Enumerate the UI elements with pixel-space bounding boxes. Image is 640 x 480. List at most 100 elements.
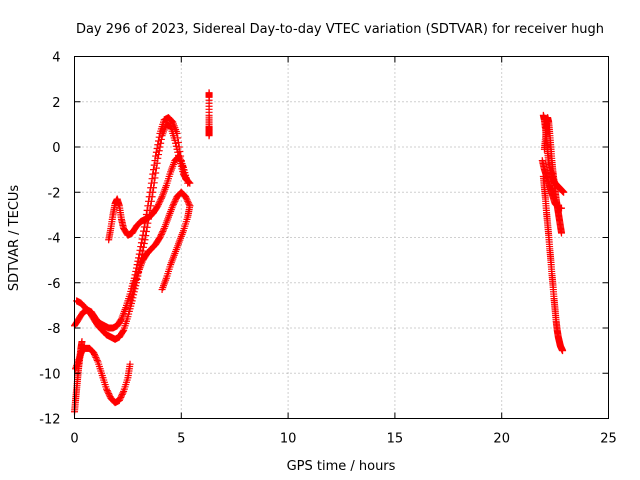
data-point bbox=[142, 227, 150, 235]
data-point bbox=[151, 174, 159, 182]
x-tick-label: 0 bbox=[70, 432, 78, 447]
y-tick-label: -4 bbox=[48, 232, 61, 247]
data-point bbox=[157, 135, 165, 143]
data-point bbox=[130, 284, 138, 292]
data-point bbox=[127, 293, 135, 301]
data-point bbox=[183, 196, 191, 204]
data-point bbox=[148, 193, 156, 201]
data-point bbox=[93, 356, 101, 364]
data-point bbox=[78, 338, 86, 346]
data-point bbox=[116, 395, 124, 403]
data-point bbox=[157, 230, 165, 238]
data-point bbox=[560, 188, 568, 196]
data-point bbox=[117, 393, 125, 401]
data-points bbox=[71, 89, 568, 416]
y-tick-label: 4 bbox=[52, 51, 60, 66]
data-point bbox=[127, 296, 135, 304]
data-point bbox=[160, 226, 167, 234]
data-point bbox=[139, 247, 147, 255]
data-point bbox=[155, 151, 163, 159]
data-point bbox=[184, 179, 192, 187]
data-point bbox=[157, 194, 165, 202]
data-point bbox=[158, 229, 166, 237]
y-tick-label: -2 bbox=[48, 186, 61, 201]
data-point bbox=[119, 389, 127, 397]
data-point bbox=[118, 390, 126, 398]
data-point bbox=[172, 142, 180, 150]
y-tick-label: 0 bbox=[52, 141, 60, 156]
grid-lines bbox=[74, 56, 609, 419]
data-point bbox=[117, 316, 125, 324]
data-point bbox=[140, 240, 148, 248]
data-point bbox=[559, 347, 567, 355]
data-point bbox=[150, 179, 158, 187]
y-tick-label: 2 bbox=[52, 96, 60, 111]
data-point bbox=[92, 353, 100, 361]
data-point bbox=[182, 193, 190, 201]
data-point bbox=[155, 200, 163, 208]
data-point bbox=[558, 204, 566, 212]
data-point bbox=[205, 132, 213, 140]
y-tick-label: -6 bbox=[48, 277, 61, 292]
data-point bbox=[172, 196, 180, 204]
data-point bbox=[103, 385, 111, 393]
data-point bbox=[126, 299, 134, 307]
data-point bbox=[156, 197, 164, 205]
x-axis-title: GPS time / hours bbox=[287, 459, 396, 474]
data-point bbox=[104, 388, 112, 396]
data-point bbox=[129, 287, 137, 295]
data-point bbox=[105, 390, 113, 398]
data-point bbox=[147, 197, 155, 205]
data-point bbox=[156, 234, 164, 241]
data-point bbox=[157, 139, 165, 147]
data-point bbox=[184, 197, 192, 205]
data-point bbox=[105, 391, 113, 399]
data-point bbox=[152, 169, 160, 177]
x-tick-label: 20 bbox=[493, 432, 510, 447]
data-point bbox=[558, 229, 566, 237]
y-axis-title: SDTVAR / TECUs bbox=[7, 185, 22, 292]
data-point bbox=[172, 139, 180, 147]
data-point bbox=[115, 396, 123, 404]
data-point bbox=[169, 200, 177, 208]
data-point bbox=[93, 355, 101, 363]
x-tick-label: 15 bbox=[387, 432, 404, 447]
data-point bbox=[119, 327, 127, 335]
data-point bbox=[141, 236, 149, 244]
data-point bbox=[90, 349, 98, 357]
data-point bbox=[91, 352, 99, 360]
data-point bbox=[149, 188, 157, 196]
data-point bbox=[155, 199, 163, 207]
data-point bbox=[154, 202, 162, 210]
data-point bbox=[186, 202, 194, 210]
axis-ticks: 0 5 10 15 20 25 -12 -10 -8 -6 -4 -2 0 2 4 bbox=[39, 51, 617, 447]
data-point bbox=[171, 136, 179, 144]
data-point bbox=[157, 196, 165, 204]
y-tick-label: -10 bbox=[39, 367, 60, 382]
chart-title: Day 296 of 2023, Sidereal Day-to-day VTE… bbox=[76, 22, 604, 37]
data-point bbox=[171, 197, 179, 205]
data-point bbox=[157, 232, 165, 240]
data-point bbox=[152, 164, 160, 172]
data-point bbox=[153, 159, 161, 167]
data-point bbox=[169, 202, 177, 210]
data-point bbox=[150, 184, 158, 192]
data-point bbox=[156, 143, 164, 151]
data-point bbox=[90, 350, 98, 358]
data-point bbox=[140, 243, 148, 251]
data-point bbox=[147, 202, 155, 210]
data-point bbox=[173, 145, 181, 153]
x-tick-label: 10 bbox=[280, 432, 297, 447]
x-tick-label: 25 bbox=[600, 432, 617, 447]
data-point bbox=[117, 392, 125, 400]
data-point bbox=[128, 290, 136, 298]
data-point bbox=[103, 387, 111, 395]
data-point bbox=[182, 194, 190, 202]
y-tick-label: -8 bbox=[48, 322, 61, 337]
data-point bbox=[126, 360, 134, 368]
data-point bbox=[155, 147, 163, 155]
data-point bbox=[184, 199, 192, 207]
data-point bbox=[159, 227, 167, 235]
x-tick-label: 5 bbox=[177, 432, 185, 447]
